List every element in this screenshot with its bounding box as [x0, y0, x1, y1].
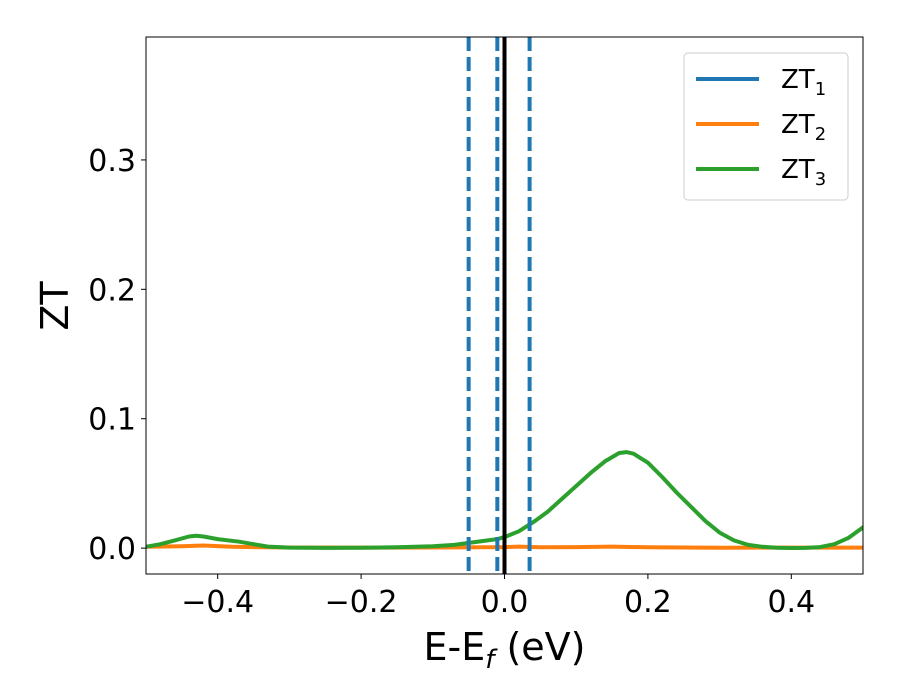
y-tick-label: 0.0 [88, 532, 136, 567]
series-line-zt3 [146, 450, 863, 550]
x-tick-label: 0.2 [624, 585, 672, 620]
y-tick-label: 0.2 [88, 273, 136, 308]
y-tick-label: 0.3 [88, 144, 136, 179]
legend: ZT1 ZT2 ZT3 [683, 52, 849, 201]
legend-label-zt1: ZT1 [781, 65, 826, 100]
x-axis-label: E-Ef (eV) [424, 625, 586, 675]
x-tick-label: −0.4 [181, 585, 254, 620]
y-tick-label: 0.1 [88, 403, 136, 438]
x-tick-label: −0.2 [325, 585, 398, 620]
x-tick-label: 0.0 [481, 585, 529, 620]
legend-label-zt2: ZT2 [781, 110, 826, 145]
series-line-zt2 [146, 543, 863, 550]
legend-box [683, 52, 849, 201]
legend-label-zt3: ZT3 [781, 155, 826, 190]
x-tick-label: 0.4 [767, 585, 815, 620]
ticks: −0.4 −0.2 0.0 0.2 0.4 0.0 0.1 0.2 0.3 [88, 144, 815, 620]
plot-lines [146, 37, 863, 574]
y-axis-label: ZT [33, 281, 77, 331]
